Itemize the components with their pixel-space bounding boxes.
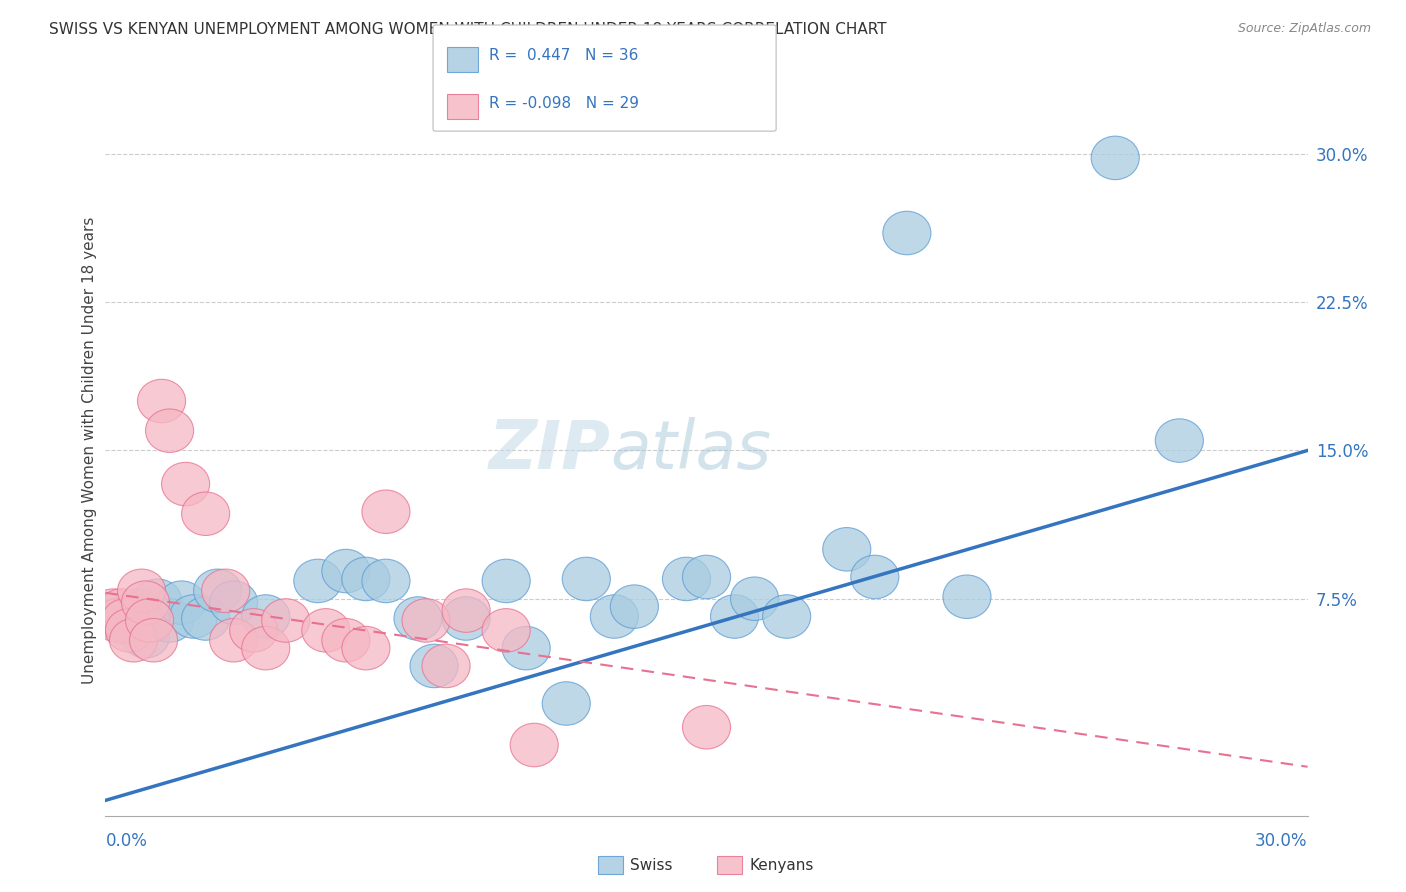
Text: R = -0.098   N = 29: R = -0.098 N = 29 — [489, 96, 640, 112]
Ellipse shape — [181, 492, 229, 535]
Ellipse shape — [823, 527, 870, 571]
Ellipse shape — [682, 706, 731, 749]
Ellipse shape — [482, 559, 530, 603]
Ellipse shape — [194, 569, 242, 613]
Ellipse shape — [441, 589, 491, 632]
Ellipse shape — [146, 599, 194, 642]
Text: atlas: atlas — [610, 417, 772, 483]
Text: 0.0%: 0.0% — [105, 832, 148, 850]
Ellipse shape — [90, 595, 138, 639]
Ellipse shape — [482, 608, 530, 652]
Text: SWISS VS KENYAN UNEMPLOYMENT AMONG WOMEN WITH CHILDREN UNDER 18 YEARS CORRELATIO: SWISS VS KENYAN UNEMPLOYMENT AMONG WOMEN… — [49, 22, 887, 37]
Ellipse shape — [157, 581, 205, 624]
Ellipse shape — [146, 409, 194, 452]
Ellipse shape — [710, 595, 759, 639]
Ellipse shape — [342, 558, 389, 600]
Ellipse shape — [262, 599, 309, 642]
Ellipse shape — [118, 569, 166, 613]
Ellipse shape — [883, 211, 931, 255]
Ellipse shape — [402, 599, 450, 642]
Ellipse shape — [682, 555, 731, 599]
Text: Kenyans: Kenyans — [749, 858, 814, 872]
Ellipse shape — [242, 626, 290, 670]
Ellipse shape — [138, 379, 186, 423]
Ellipse shape — [229, 608, 278, 652]
Ellipse shape — [302, 608, 350, 652]
Ellipse shape — [943, 575, 991, 618]
Ellipse shape — [394, 597, 441, 640]
Ellipse shape — [322, 618, 370, 662]
Ellipse shape — [101, 599, 149, 642]
Ellipse shape — [610, 585, 658, 628]
Ellipse shape — [662, 558, 710, 600]
Ellipse shape — [543, 681, 591, 725]
Ellipse shape — [762, 595, 811, 639]
Ellipse shape — [731, 577, 779, 621]
Ellipse shape — [134, 579, 181, 623]
Ellipse shape — [181, 597, 229, 640]
Ellipse shape — [510, 723, 558, 767]
Ellipse shape — [1156, 419, 1204, 462]
Text: R =  0.447   N = 36: R = 0.447 N = 36 — [489, 48, 638, 63]
Y-axis label: Unemployment Among Women with Children Under 18 years: Unemployment Among Women with Children U… — [82, 217, 97, 684]
Ellipse shape — [361, 490, 411, 533]
Ellipse shape — [562, 558, 610, 600]
Ellipse shape — [361, 559, 411, 603]
Ellipse shape — [502, 626, 550, 670]
Ellipse shape — [114, 589, 162, 632]
Ellipse shape — [591, 595, 638, 639]
Ellipse shape — [851, 555, 898, 599]
Ellipse shape — [121, 581, 170, 624]
Ellipse shape — [121, 615, 170, 658]
Ellipse shape — [209, 618, 257, 662]
Ellipse shape — [201, 569, 250, 613]
Ellipse shape — [294, 559, 342, 603]
Ellipse shape — [342, 626, 389, 670]
Ellipse shape — [209, 581, 257, 624]
Ellipse shape — [110, 618, 157, 662]
Ellipse shape — [129, 618, 177, 662]
Ellipse shape — [162, 462, 209, 506]
Text: 30.0%: 30.0% — [1256, 832, 1308, 850]
Ellipse shape — [90, 589, 138, 632]
Text: ZIP: ZIP — [488, 417, 610, 483]
Ellipse shape — [242, 595, 290, 639]
Text: Swiss: Swiss — [630, 858, 672, 872]
Ellipse shape — [1091, 136, 1139, 179]
Ellipse shape — [422, 644, 470, 688]
Ellipse shape — [125, 599, 173, 642]
Ellipse shape — [441, 597, 491, 640]
Ellipse shape — [170, 595, 218, 639]
Ellipse shape — [411, 644, 458, 688]
Ellipse shape — [93, 599, 142, 642]
Ellipse shape — [101, 600, 149, 644]
Ellipse shape — [97, 589, 146, 632]
Ellipse shape — [322, 549, 370, 593]
Text: Source: ZipAtlas.com: Source: ZipAtlas.com — [1237, 22, 1371, 36]
Ellipse shape — [105, 608, 153, 652]
